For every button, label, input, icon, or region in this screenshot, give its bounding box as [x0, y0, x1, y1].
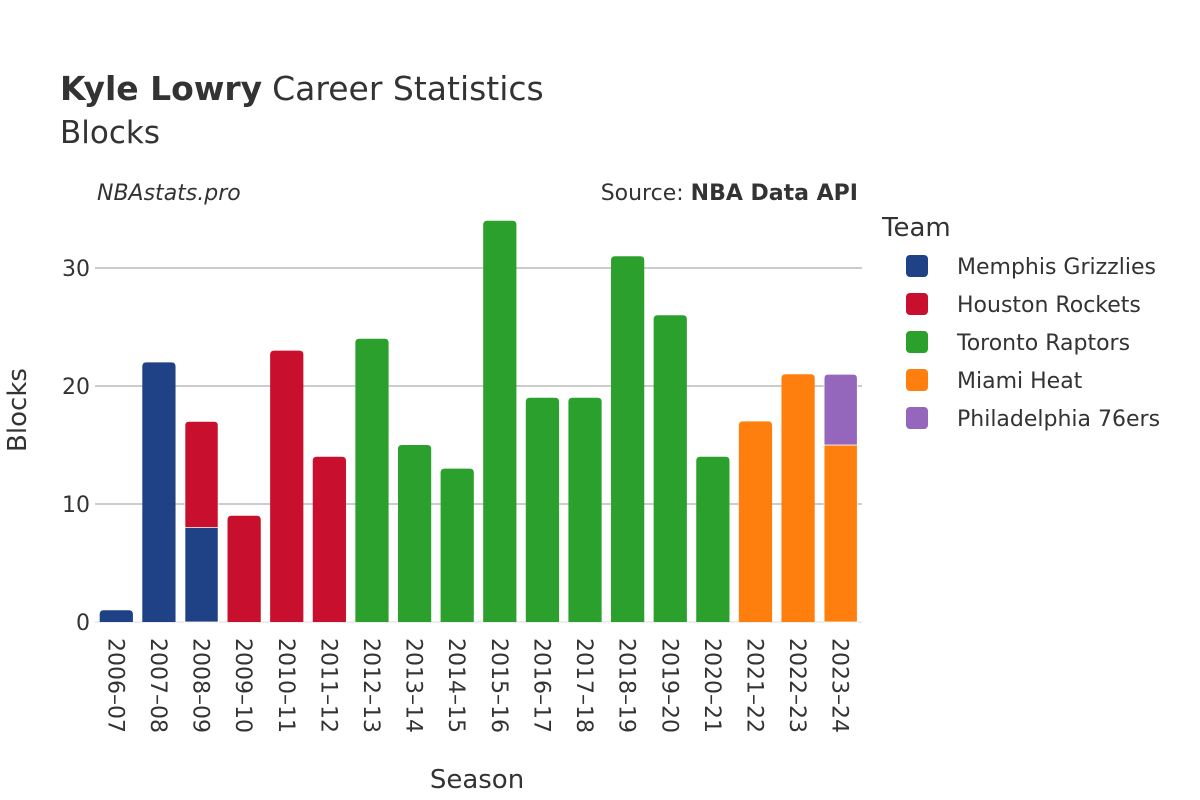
x-tick-label: 2017–18 — [571, 638, 596, 733]
bar-segment — [440, 468, 474, 622]
title-player-name: Kyle Lowry — [60, 69, 262, 108]
x-tick-label: 2016–17 — [528, 638, 553, 733]
x-tick-label: 2018–19 — [614, 638, 639, 733]
bar-segment — [355, 338, 389, 622]
x-tick-label: 2008–09 — [188, 638, 213, 733]
chart-subtitle: Blocks — [60, 115, 160, 151]
y-axis-title: Blocks — [3, 368, 33, 452]
grid-lines — [95, 267, 862, 623]
bar-segment — [653, 315, 687, 622]
site-credit: NBAstats.pro — [97, 181, 241, 206]
x-tick-labels: 2006–07 2007–08 2008–09 2009–10 2010–11 2011–… — [102, 638, 851, 733]
x-tick-label: 2021–22 — [741, 638, 766, 733]
legend-swatch — [906, 293, 928, 315]
y-tick-label: 10 — [62, 493, 90, 518]
legend-title: Team — [881, 213, 951, 243]
bar-segment — [823, 373, 858, 446]
y-tick-label: 20 — [62, 375, 90, 400]
bar-segment — [397, 445, 432, 622]
x-tick-label: 2010–11 — [273, 638, 298, 733]
bar-segment — [781, 374, 815, 622]
bar-segment — [738, 421, 773, 622]
y-tick-label: 30 — [62, 257, 90, 282]
legend-swatch — [906, 331, 928, 353]
x-tick-label: 2022–23 — [784, 638, 809, 733]
bar-segment — [227, 515, 261, 622]
bar-segment — [184, 421, 219, 528]
source-credit: Source: NBA Data API — [601, 181, 858, 206]
legend-label: Philadelphia 76ers — [957, 407, 1160, 432]
legend-label: Miami Heat — [957, 369, 1083, 394]
bar-segment — [99, 610, 133, 622]
bar-segment — [568, 397, 602, 622]
y-tick-label: 0 — [76, 611, 90, 636]
x-tick-label: 2009–10 — [230, 638, 255, 733]
source-name: NBA Data API — [691, 181, 858, 206]
bar-segment — [823, 444, 858, 623]
legend-swatch — [906, 255, 928, 277]
legend-swatch — [906, 369, 928, 391]
x-tick-label: 2014–15 — [443, 638, 468, 733]
bars — [99, 220, 858, 623]
legend-label: Houston Rockets — [957, 293, 1141, 318]
chart-title: Kyle Lowry Career Statistics — [60, 69, 544, 108]
bar-segment — [696, 456, 730, 622]
legend-label: Memphis Grizzlies — [957, 255, 1156, 280]
x-tick-label: 2006–07 — [102, 638, 127, 733]
bar-segment — [312, 456, 346, 622]
bar-segment — [142, 362, 176, 622]
bar-segment — [483, 220, 517, 623]
bar-segment — [270, 350, 304, 622]
source-prefix: Source: — [601, 181, 691, 206]
bar-segment — [525, 397, 560, 622]
bar-segment — [611, 256, 645, 622]
legend-label: Toronto Raptors — [956, 331, 1130, 356]
legend: Memphis Grizzlies Houston Rockets Toronto … — [906, 255, 1160, 432]
x-tick-label: 2023–24 — [827, 638, 852, 733]
x-tick-label: 2020–21 — [699, 638, 724, 733]
bar-segment — [184, 527, 219, 623]
legend-swatch — [906, 407, 928, 429]
x-axis-title: Season — [430, 765, 524, 795]
x-tick-label: 2011–12 — [315, 638, 340, 733]
x-tick-label: 2013–14 — [401, 638, 426, 733]
title-rest: Career Statistics — [272, 69, 544, 108]
y-tick-labels: 0 10 20 30 — [62, 257, 90, 636]
x-tick-label: 2019–20 — [656, 638, 681, 733]
x-tick-label: 2015–16 — [486, 638, 511, 733]
x-tick-label: 2007–08 — [145, 638, 170, 733]
x-tick-label: 2012–13 — [358, 638, 383, 733]
